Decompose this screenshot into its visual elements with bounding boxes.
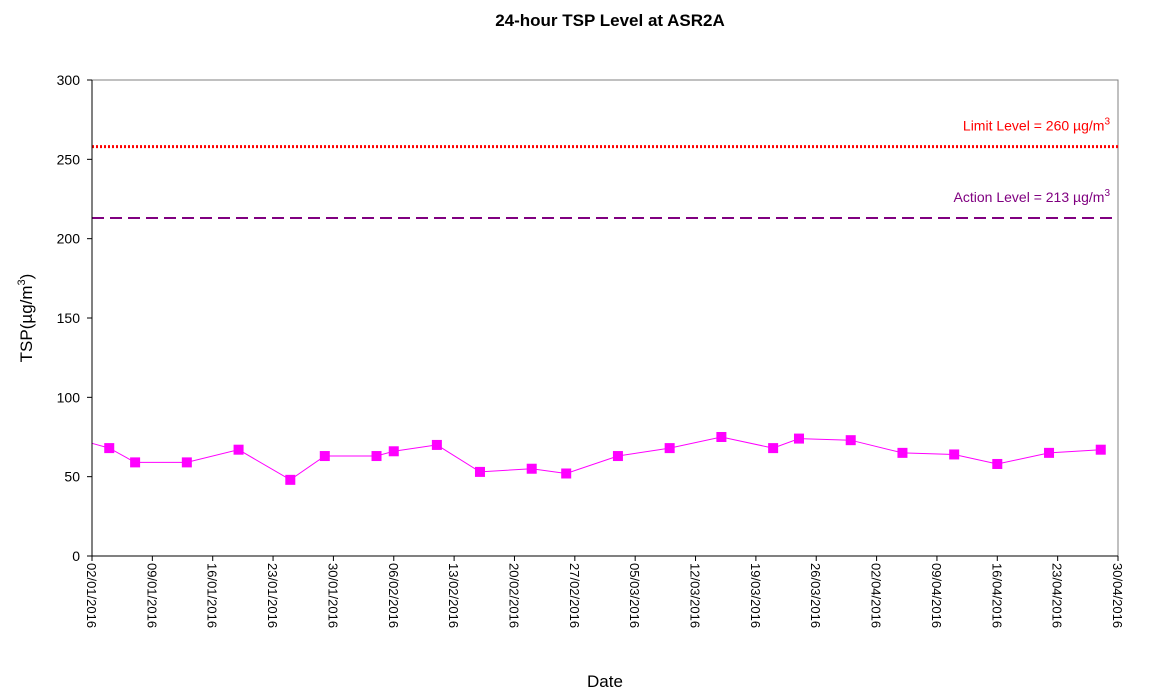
data-point [716, 432, 727, 442]
x-axis-title: Date [587, 672, 623, 691]
series-layer [91, 432, 1106, 485]
data-point [793, 433, 804, 444]
x-axis: 02/01/2016 09/01/2016 16/01/2016 23/01/2016… [84, 555, 1125, 628]
data-point [130, 457, 141, 468]
data-point [104, 443, 115, 454]
data-point [1095, 444, 1106, 455]
y-axis-title-sup: 3 [16, 279, 28, 285]
y-axis: 0 50 100 150 200 250 300 [57, 72, 93, 564]
x-tick-label: 16/04/2016 [989, 563, 1004, 628]
x-tick-label: 20/02/2016 [506, 563, 521, 628]
data-point [474, 466, 485, 477]
x-tick-label: 05/03/2016 [627, 563, 642, 628]
data-point [319, 451, 330, 462]
x-tick-label: 06/02/2016 [386, 563, 401, 628]
x-tick-label: 27/02/2016 [567, 563, 582, 628]
x-tick-label: 26/03/2016 [808, 563, 823, 628]
chart-title: 24-hour TSP Level at ASR2A [495, 11, 725, 30]
y-tick-label: 300 [57, 72, 81, 88]
data-point [181, 457, 192, 468]
y-tick-label: 200 [57, 231, 81, 247]
data-point [612, 451, 623, 462]
series-line [91, 436, 1101, 481]
y-tick-label: 50 [64, 469, 80, 485]
x-tick-label: 19/03/2016 [748, 563, 763, 628]
x-tick-label: 30/01/2016 [325, 563, 340, 628]
data-point [431, 439, 442, 450]
x-tick-label: 16/01/2016 [205, 563, 220, 628]
y-axis-title: TSP(µg/m3) [16, 274, 36, 363]
data-point [388, 446, 399, 457]
y-tick-label: 150 [57, 310, 81, 326]
y-axis-title-close: ) [17, 274, 36, 280]
y-tick-label: 100 [57, 389, 81, 405]
reference-lines: Limit Level = 260 µg/m3 Action Level = 21… [92, 117, 1118, 220]
x-tick-label: 02/04/2016 [869, 563, 884, 628]
plot-area [91, 79, 1119, 557]
data-point [992, 458, 1003, 469]
data-point [561, 468, 572, 479]
x-tick-label: 09/01/2016 [144, 563, 159, 628]
x-tick-label: 23/04/2016 [1050, 563, 1065, 628]
data-point [1044, 447, 1055, 458]
limit-level-label: Limit Level = 260 µg/m3 [963, 117, 1111, 134]
x-tick-label: 23/01/2016 [265, 563, 280, 628]
x-tick-label: 13/02/2016 [446, 563, 461, 628]
y-tick-label: 0 [72, 548, 80, 564]
data-point [664, 443, 675, 454]
data-point [768, 443, 779, 454]
data-point [233, 444, 244, 455]
data-point [845, 435, 856, 446]
data-point [371, 451, 382, 462]
data-point [526, 463, 537, 474]
data-point [949, 449, 960, 460]
x-tick-label: 30/04/2016 [1110, 563, 1125, 628]
x-tick-label: 09/04/2016 [929, 563, 944, 628]
data-point [897, 447, 908, 458]
x-tick-label: 02/01/2016 [84, 563, 99, 628]
data-point [285, 474, 296, 485]
y-tick-label: 250 [57, 151, 81, 167]
y-axis-title-main: TSP(µg/m [17, 285, 36, 362]
x-tick-label: 12/03/2016 [688, 563, 703, 628]
action-level-label: Action Level = 213 µg/m3 [954, 188, 1111, 205]
